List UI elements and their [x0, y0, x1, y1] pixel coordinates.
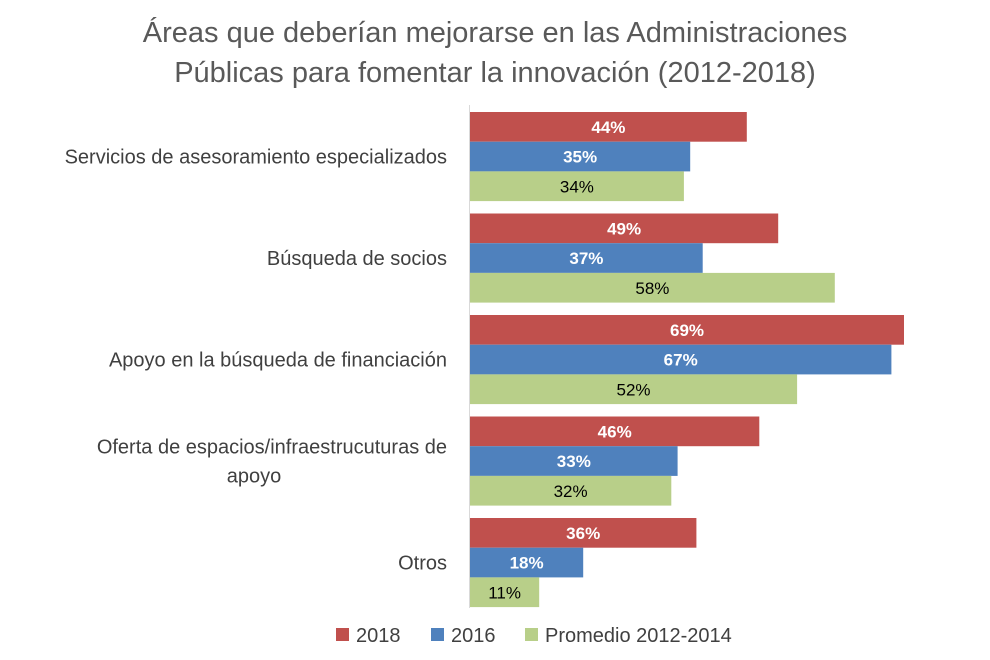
- data-label: 35%: [563, 148, 597, 167]
- bar-2016-0: [470, 141, 691, 172]
- bar-promedio-2012-2014-1: [470, 272, 835, 303]
- legend-label: 2018: [356, 625, 401, 647]
- bar-2018-2: [470, 315, 904, 345]
- category-label: apoyo: [227, 466, 282, 488]
- legend-swatch: [336, 628, 349, 641]
- data-label: 34%: [560, 177, 594, 196]
- data-label: 58%: [635, 279, 669, 298]
- data-label: 33%: [557, 452, 591, 471]
- data-label: 37%: [569, 249, 603, 268]
- data-label: 18%: [510, 554, 544, 573]
- bar-promedio-2012-2014-4: [470, 577, 540, 608]
- bars: 44% 35% 34% 49%37% 58% 69% 67% 52% 46% 33% 32% 36% 1…: [470, 112, 904, 608]
- category-labels: Servicios de asesoramiento especializado…: [65, 147, 447, 575]
- data-label: 46%: [598, 422, 632, 441]
- bar-2016-2: [470, 344, 892, 375]
- data-label: 36%: [566, 524, 600, 543]
- bar-2016-4: [470, 547, 584, 578]
- category-label: Otros: [398, 553, 447, 575]
- legend-label: Promedio 2012-2014: [545, 625, 732, 647]
- legend-label: 2016: [451, 625, 496, 647]
- chart-title-line-2: Públicas para fomentar la innovación (20…: [174, 57, 816, 89]
- bar-2018-3: [470, 416, 760, 447]
- chart-title: Áreas que deberían mejorarse en las Admi…: [143, 16, 847, 89]
- category-label: Búsqueda de socios: [267, 248, 447, 270]
- category-label: Oferta de espacios/infraestrucuturas de: [97, 437, 447, 459]
- bar-2018-0: [470, 112, 747, 142]
- data-label: 49%: [607, 219, 641, 238]
- data-label: 32%: [554, 482, 588, 501]
- data-label: 67%: [664, 351, 698, 370]
- bar-promedio-2012-2014-2: [470, 374, 798, 405]
- bar-promedio-2012-2014-3: [470, 475, 672, 506]
- bar-2018-4: [470, 518, 697, 548]
- bar-2016-1: [470, 243, 703, 273]
- category-label: Servicios de asesoramiento especializado…: [65, 147, 447, 169]
- category-label: Apoyo en la búsqueda de financiación: [109, 350, 447, 372]
- legend-swatch: [431, 628, 444, 641]
- data-label: 69%: [670, 321, 704, 340]
- bar-promedio-2012-2014-0: [470, 171, 684, 202]
- data-label: 44%: [591, 118, 625, 137]
- data-label: 52%: [616, 380, 650, 399]
- legend: 2018 2016 Promedio 2012-2014: [336, 625, 732, 647]
- bar-2016-3: [470, 446, 678, 476]
- data-label: 11%: [488, 583, 521, 602]
- legend-swatch: [525, 628, 538, 641]
- chart-title-line-1: Áreas que deberían mejorarse en las Admi…: [143, 16, 847, 49]
- bar-2018-1: [470, 213, 779, 244]
